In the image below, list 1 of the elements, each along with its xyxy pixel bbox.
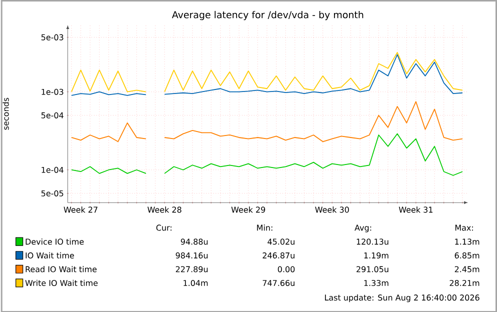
chart-title: Average latency for /dev/vda - by month	[172, 10, 364, 20]
